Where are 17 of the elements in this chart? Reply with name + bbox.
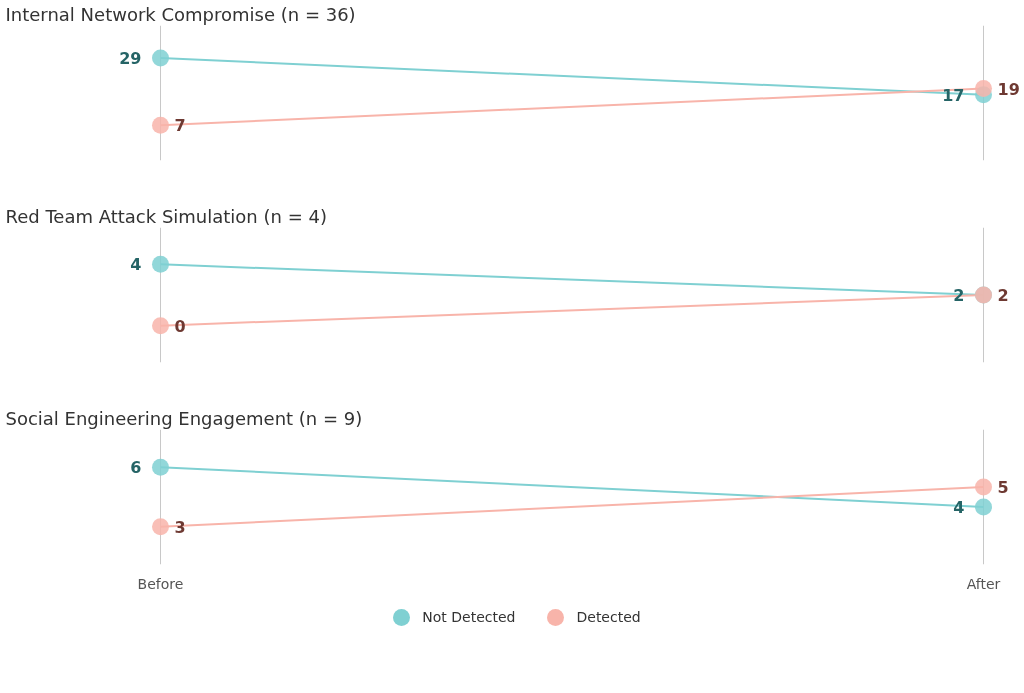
data-label: 6 — [130, 458, 142, 478]
x-tick-label: After — [966, 575, 1001, 592]
chart-title: Red Team Attack Simulation (n = 4) — [5, 205, 327, 227]
x-tick-label: Before — [137, 575, 184, 592]
data-label: 0 — [174, 316, 186, 336]
data-label: 3 — [174, 517, 186, 537]
data-label: 2 — [997, 286, 1009, 305]
data-label: 4 — [130, 255, 142, 275]
data-label: 7 — [174, 116, 186, 136]
data-label: 5 — [997, 478, 1009, 498]
data-label: 2 — [953, 286, 965, 305]
legend-label: Detected — [576, 608, 641, 627]
chart-title: Internal Network Compromise (n = 36) — [5, 3, 356, 25]
chart-title: Social Engineering Engagement (n = 9) — [5, 407, 363, 429]
data-label: 29 — [119, 49, 142, 69]
legend-label: Not Detected — [422, 608, 516, 627]
data-label: 19 — [997, 79, 1020, 99]
